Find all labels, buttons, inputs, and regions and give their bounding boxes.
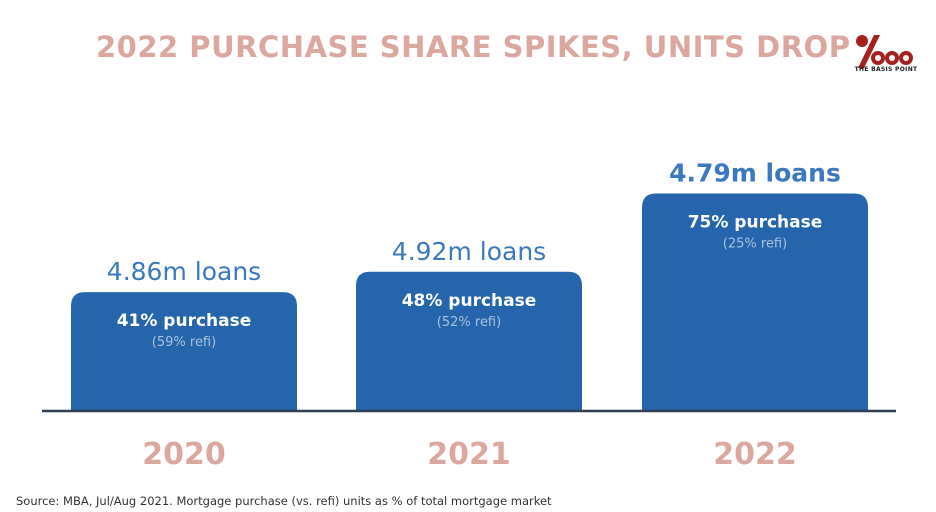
refi-label-2022: (25% refi) <box>723 237 787 252</box>
x-tick-2022: 2022 <box>713 437 797 472</box>
purchase-label-2020: 41% purchase <box>117 311 252 331</box>
bar-2021 <box>356 271 582 411</box>
bar-2020 <box>71 292 297 411</box>
purchase-label-2021: 48% purchase <box>402 291 537 311</box>
loan-label-2022: 4.79m loans <box>669 159 841 188</box>
chart-title: 2022 PURCHASE SHARE SPIKES, UNITS DROP <box>96 30 851 64</box>
loan-label-2021: 4.92m loans <box>392 237 546 266</box>
x-tick-2021: 2021 <box>427 437 511 472</box>
refi-label-2021: (52% refi) <box>437 315 501 330</box>
bar-2022 <box>642 193 868 411</box>
refi-label-2020: (59% refi) <box>152 335 216 350</box>
logo-text: THE BASIS POINT <box>854 66 918 73</box>
loan-label-2020: 4.86m loans <box>107 257 261 286</box>
x-tick-2020: 2020 <box>142 437 226 472</box>
source-note: Source: MBA, Jul/Aug 2021. Mortgage purc… <box>16 494 552 508</box>
basis-point-logo-icon <box>856 35 913 68</box>
purchase-label-2022: 75% purchase <box>688 213 823 233</box>
